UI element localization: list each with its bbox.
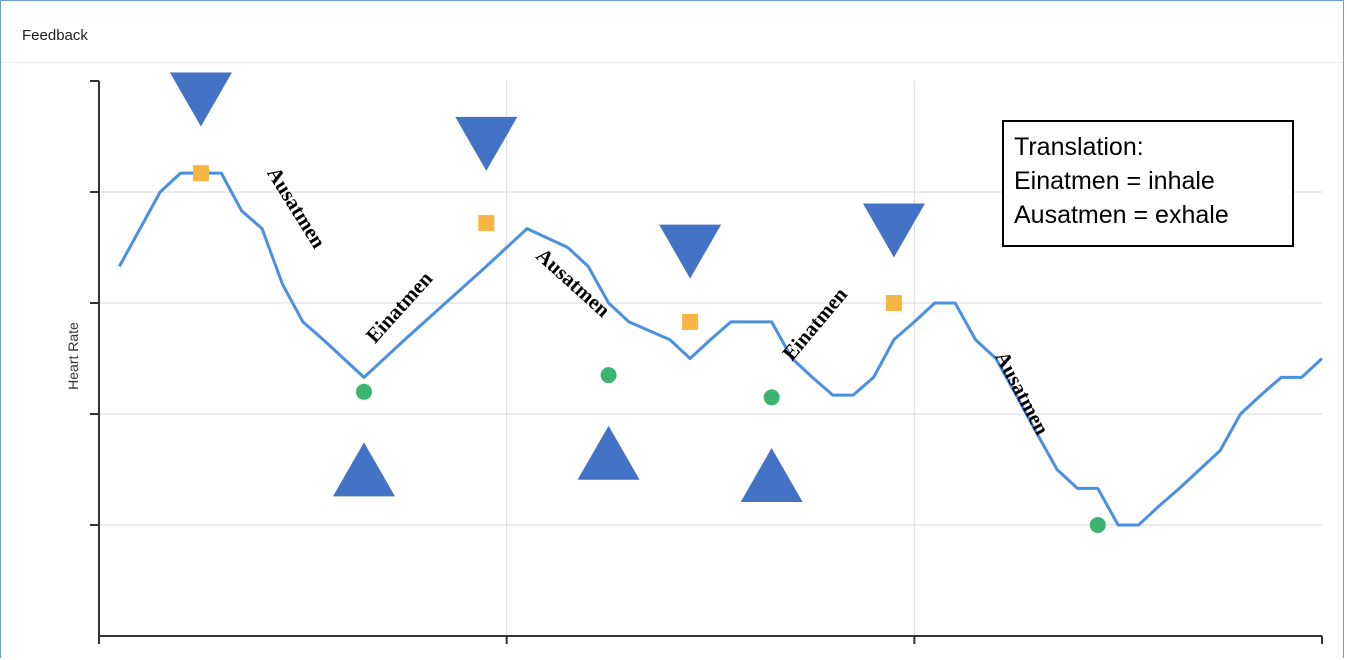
trough-marker [1089, 517, 1106, 533]
breath-annotation: Einatmen [361, 266, 438, 347]
trough-marker [763, 389, 780, 406]
peak-marker [192, 165, 209, 182]
translation-inhale: Einatmen = inhale [1014, 167, 1215, 195]
heart-rate-line [118, 171, 1324, 527]
peak-marker [682, 313, 699, 330]
peak-marker [885, 295, 902, 311]
trough-marker [355, 383, 372, 400]
up-arrow-icon [740, 447, 803, 502]
translation-box: Translation: Einatmen = inhale Ausatmen … [1002, 120, 1294, 247]
breath-annotation: Ausatmen [990, 347, 1054, 439]
down-arrow-icon [455, 116, 518, 171]
breath-annotation: Einatmen [777, 282, 852, 365]
translation-exhale: Ausatmen = exhale [1014, 201, 1229, 229]
down-arrow-icon [659, 224, 722, 279]
translation-heading: Translation: [1014, 133, 1144, 161]
up-arrow-icon [577, 425, 640, 480]
title-bar: Feedback [1, 1, 1343, 63]
breath-annotation: Ausatmen [532, 243, 616, 322]
trough-marker [600, 367, 617, 384]
y-axis-label: Heart Rate [65, 322, 81, 390]
peak-marker [478, 215, 495, 232]
breath-annotation: Ausatmen [262, 163, 331, 253]
down-arrow-icon [862, 203, 925, 258]
up-arrow-icon [332, 442, 395, 497]
down-arrow-icon [169, 72, 232, 127]
window-title: Feedback [22, 27, 88, 44]
